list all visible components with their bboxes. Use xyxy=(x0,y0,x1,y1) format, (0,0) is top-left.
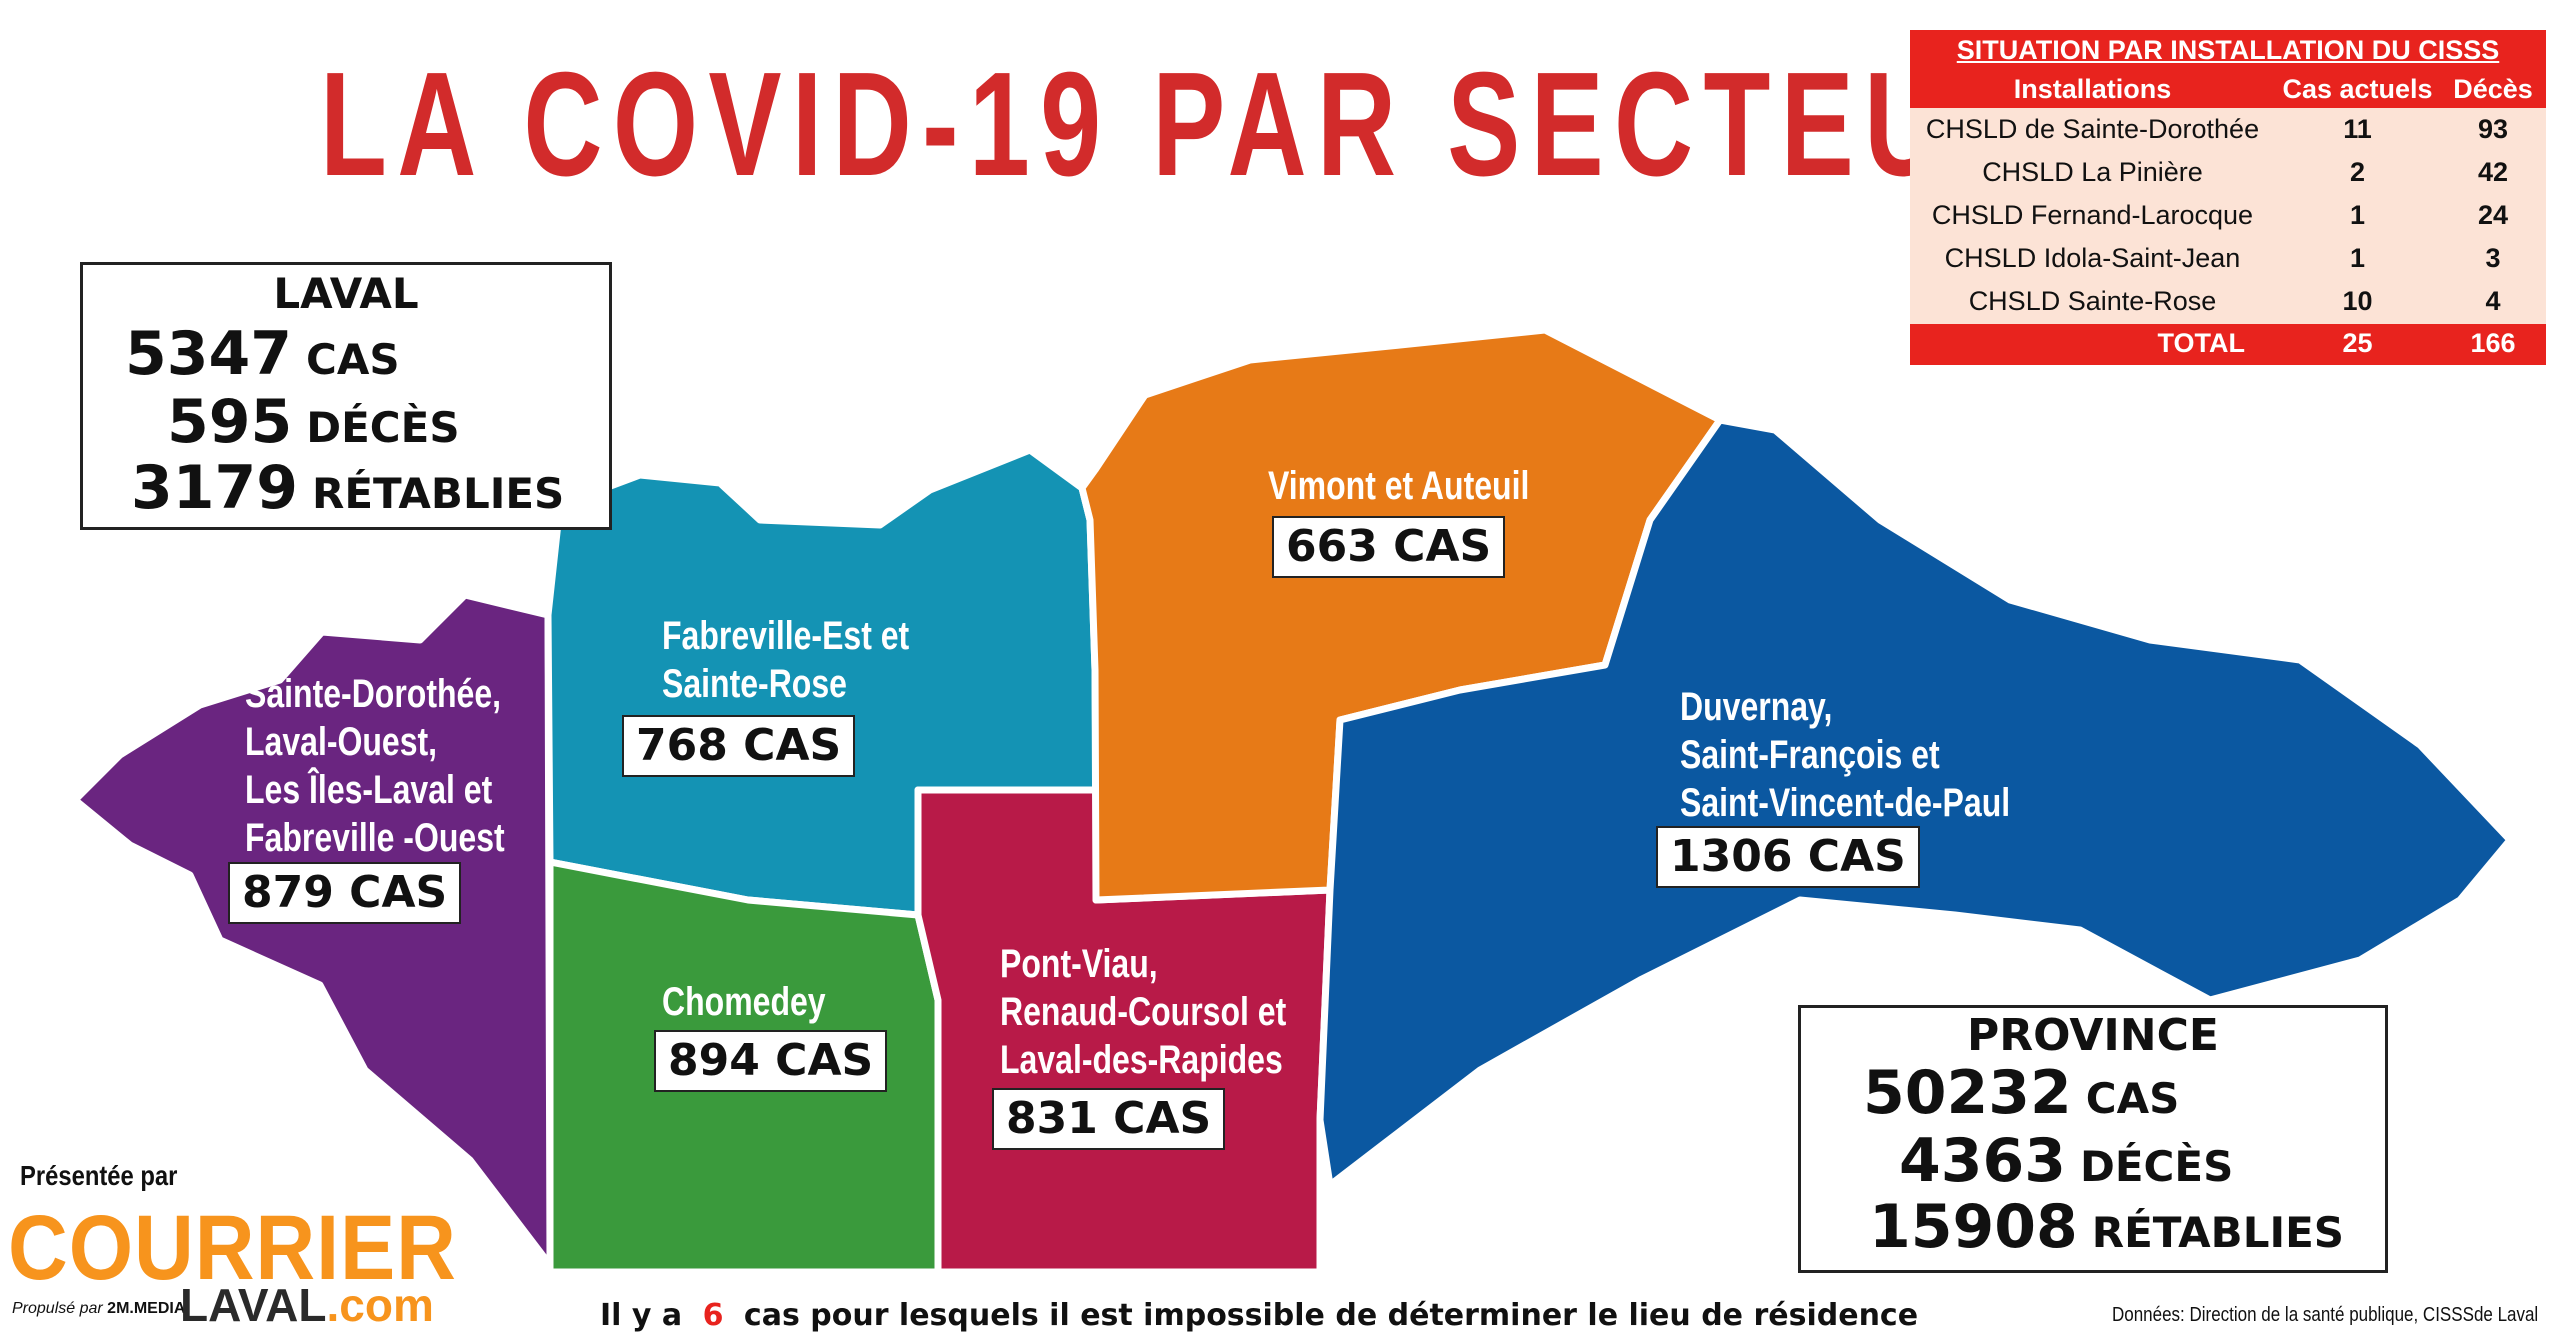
sector-name-pont-viau: Pont-Viau, Renaud-Coursol et Laval-des-R… xyxy=(1000,942,1287,1082)
table-row: CHSLD Idola-Saint-Jean 1 3 xyxy=(1910,237,2546,280)
note-before: Il y a xyxy=(600,1298,683,1333)
logo-laval-word: LAVAL xyxy=(180,1279,327,1331)
row-deaths: 42 xyxy=(2477,157,2509,187)
laval-cases: 5347 CAS xyxy=(125,319,400,389)
province-summary-box: PROVINCE 50232 CAS 4363 DÉCÈS 15908 RÉTABLI… xyxy=(1798,1005,2388,1273)
note-count: 6 xyxy=(702,1298,724,1333)
presented-by-label: Présentée par xyxy=(20,1160,178,1191)
table-row: CHSLD Sainte-Rose 10 4 xyxy=(1910,280,2546,323)
logo-laval-text[interactable]: LAVAL.com xyxy=(180,1280,434,1330)
powered-by-label: Propulsé par 2M.MEDIA xyxy=(12,1300,185,1318)
laval-cases-value: 5347 xyxy=(125,319,292,389)
sector-cases-chomedey: 894 CAS xyxy=(654,1030,888,1092)
province-cases: 50232 CAS xyxy=(1863,1058,2179,1128)
col-header-cases: Cas actuels xyxy=(2282,74,2433,104)
row-cases: 2 xyxy=(2349,157,2366,187)
row-installation: CHSLD Idola-Saint-Jean xyxy=(1944,243,2241,273)
row-installation: CHSLD Fernand-Larocque xyxy=(1931,200,2254,230)
sector-cases-fabreville-est: 768 CAS xyxy=(622,715,856,777)
sector-name-chomedey: Chomedey xyxy=(662,980,826,1024)
laval-cases-label: CAS xyxy=(306,335,400,384)
powered-by-text: Propulsé par xyxy=(12,1300,103,1317)
row-cases: 1 xyxy=(2349,200,2366,230)
table-total-row: TOTAL 25 166 xyxy=(1910,324,2546,365)
table-row: CHSLD de Sainte-Dorothée 11 93 xyxy=(1910,108,2546,151)
laval-header: LAVAL xyxy=(273,269,419,318)
sector-cases-duvernay: 1306 CAS xyxy=(1656,826,1920,888)
sector-region-sainte-dorothee[interactable] xyxy=(71,591,554,1269)
total-cases: 25 xyxy=(2342,328,2373,358)
data-source: Données: Direction de la santé publique,… xyxy=(2112,1304,2539,1326)
row-cases: 11 xyxy=(2343,114,2372,144)
unknown-residence-note: Il y a 6 cas pour lesquels il est imposs… xyxy=(600,1298,1918,1333)
row-installation: CHSLD La Pinière xyxy=(1982,157,2203,187)
cisss-installations-table: SITUATION PAR INSTALLATION DU CISSS Inst… xyxy=(1910,30,2546,365)
laval-recovered-label: RÉTABLIES xyxy=(312,469,565,518)
sector-name-duvernay: Duvernay, Saint-François et Saint-Vincen… xyxy=(1680,685,2011,825)
province-header: PROVINCE xyxy=(1967,1010,2219,1061)
laval-deaths-label: DÉCÈS xyxy=(306,403,460,452)
row-installation: CHSLD Sainte-Rose xyxy=(1968,286,2217,316)
row-deaths: 3 xyxy=(2485,243,2501,273)
row-deaths: 4 xyxy=(2485,286,2501,316)
note-after: cas pour lesquels il est impossible de d… xyxy=(743,1298,1919,1333)
province-deaths-value: 4363 xyxy=(1899,1126,2066,1196)
logo-tld: .com xyxy=(326,1279,434,1331)
laval-summary-box: LAVAL 5347 CAS 595 DÉCÈS 3179 RÉTABLIES xyxy=(80,262,612,530)
province-cases-value: 50232 xyxy=(1863,1058,2072,1128)
sector-name-vimont-auteuil: Vimont et Auteuil xyxy=(1268,464,1530,508)
province-recovered-label: RÉTABLIES xyxy=(2091,1208,2345,1257)
powered-by-brand: 2M.MEDIA xyxy=(107,1300,186,1317)
sector-cases-sainte-dorothee: 879 CAS xyxy=(228,862,462,924)
row-deaths: 24 xyxy=(2477,200,2509,230)
col-header-deaths: Décès xyxy=(2453,74,2533,104)
province-recovered: 15908 RÉTABLIES xyxy=(1869,1192,2344,1262)
province-deaths-label: DÉCÈS xyxy=(2080,1142,2234,1191)
sector-name-sainte-dorothee: Sainte-Dorothée, Laval-Ouest, Les Îles-L… xyxy=(245,672,505,860)
laval-recovered: 3179 RÉTABLIES xyxy=(131,453,564,523)
total-deaths: 166 xyxy=(2470,328,2516,358)
table-row: CHSLD La Pinière 2 42 xyxy=(1910,151,2546,194)
table-caption: SITUATION PAR INSTALLATION DU CISSS xyxy=(1910,30,2546,70)
laval-deaths-value: 595 xyxy=(167,387,293,457)
sector-cases-pont-viau: 831 CAS xyxy=(992,1088,1226,1150)
laval-deaths: 595 DÉCÈS xyxy=(167,387,460,457)
table-header-row: Installations Cas actuels Décès xyxy=(1910,70,2546,108)
laval-recovered-value: 3179 xyxy=(131,453,298,523)
table-body: CHSLD de Sainte-Dorothée 11 93 CHSLD La … xyxy=(1910,108,2546,324)
table-row: CHSLD Fernand-Larocque 1 24 xyxy=(1910,194,2546,237)
col-header-installations: Installations xyxy=(2013,74,2172,104)
sector-cases-vimont-auteuil: 663 CAS xyxy=(1272,516,1506,578)
province-cases-label: CAS xyxy=(2085,1074,2180,1123)
row-deaths: 93 xyxy=(2477,114,2509,144)
sector-name-fabreville-est: Fabreville-Est et Sainte-Rose xyxy=(662,614,910,706)
total-label: TOTAL xyxy=(2157,328,2246,358)
province-recovered-value: 15908 xyxy=(1869,1192,2078,1262)
row-installation: CHSLD de Sainte-Dorothée xyxy=(1925,114,2260,144)
sector-region-duvernay[interactable] xyxy=(1316,416,2514,1189)
province-deaths: 4363 DÉCÈS xyxy=(1899,1126,2233,1196)
row-cases: 1 xyxy=(2349,243,2366,273)
courrier-laval-logo[interactable]: COURRIER xyxy=(8,1197,457,1299)
row-cases: 10 xyxy=(2342,286,2373,316)
